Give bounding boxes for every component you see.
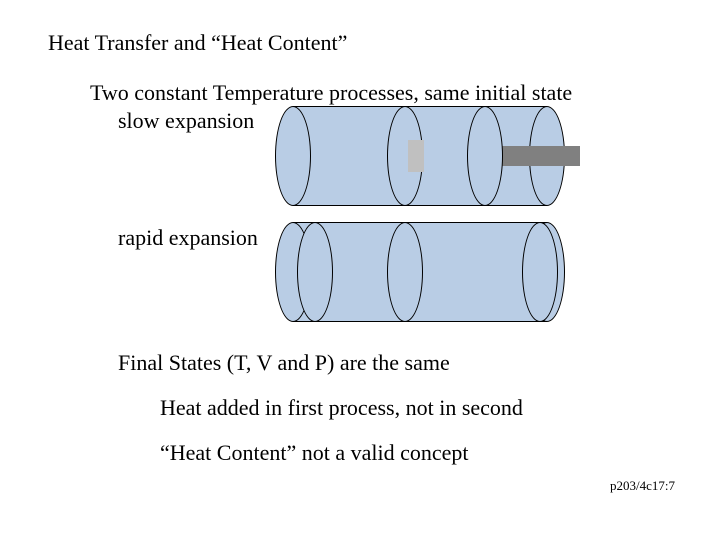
piston-mid (387, 222, 423, 322)
final-states: Final States (T, V and P) are the same (118, 350, 450, 376)
subtitle: Two constant Temperature processes, same… (90, 80, 572, 106)
piston-right (522, 222, 558, 322)
piston-2 (467, 106, 503, 206)
page-title: Heat Transfer and “Heat Content” (48, 30, 347, 56)
gray-block (408, 140, 424, 172)
cylinder-rapid (275, 222, 565, 322)
not-valid: “Heat Content” not a valid concept (160, 440, 469, 466)
label-slow-expansion: slow expansion (118, 108, 254, 134)
piston-left (297, 222, 333, 322)
cylinder-slow (275, 106, 565, 206)
heat-added: Heat added in first process, not in seco… (160, 395, 523, 421)
label-rapid-expansion: rapid expansion (118, 225, 258, 251)
page-footer: p203/4c17:7 (610, 478, 675, 494)
cylinder-left-cap (275, 106, 311, 206)
